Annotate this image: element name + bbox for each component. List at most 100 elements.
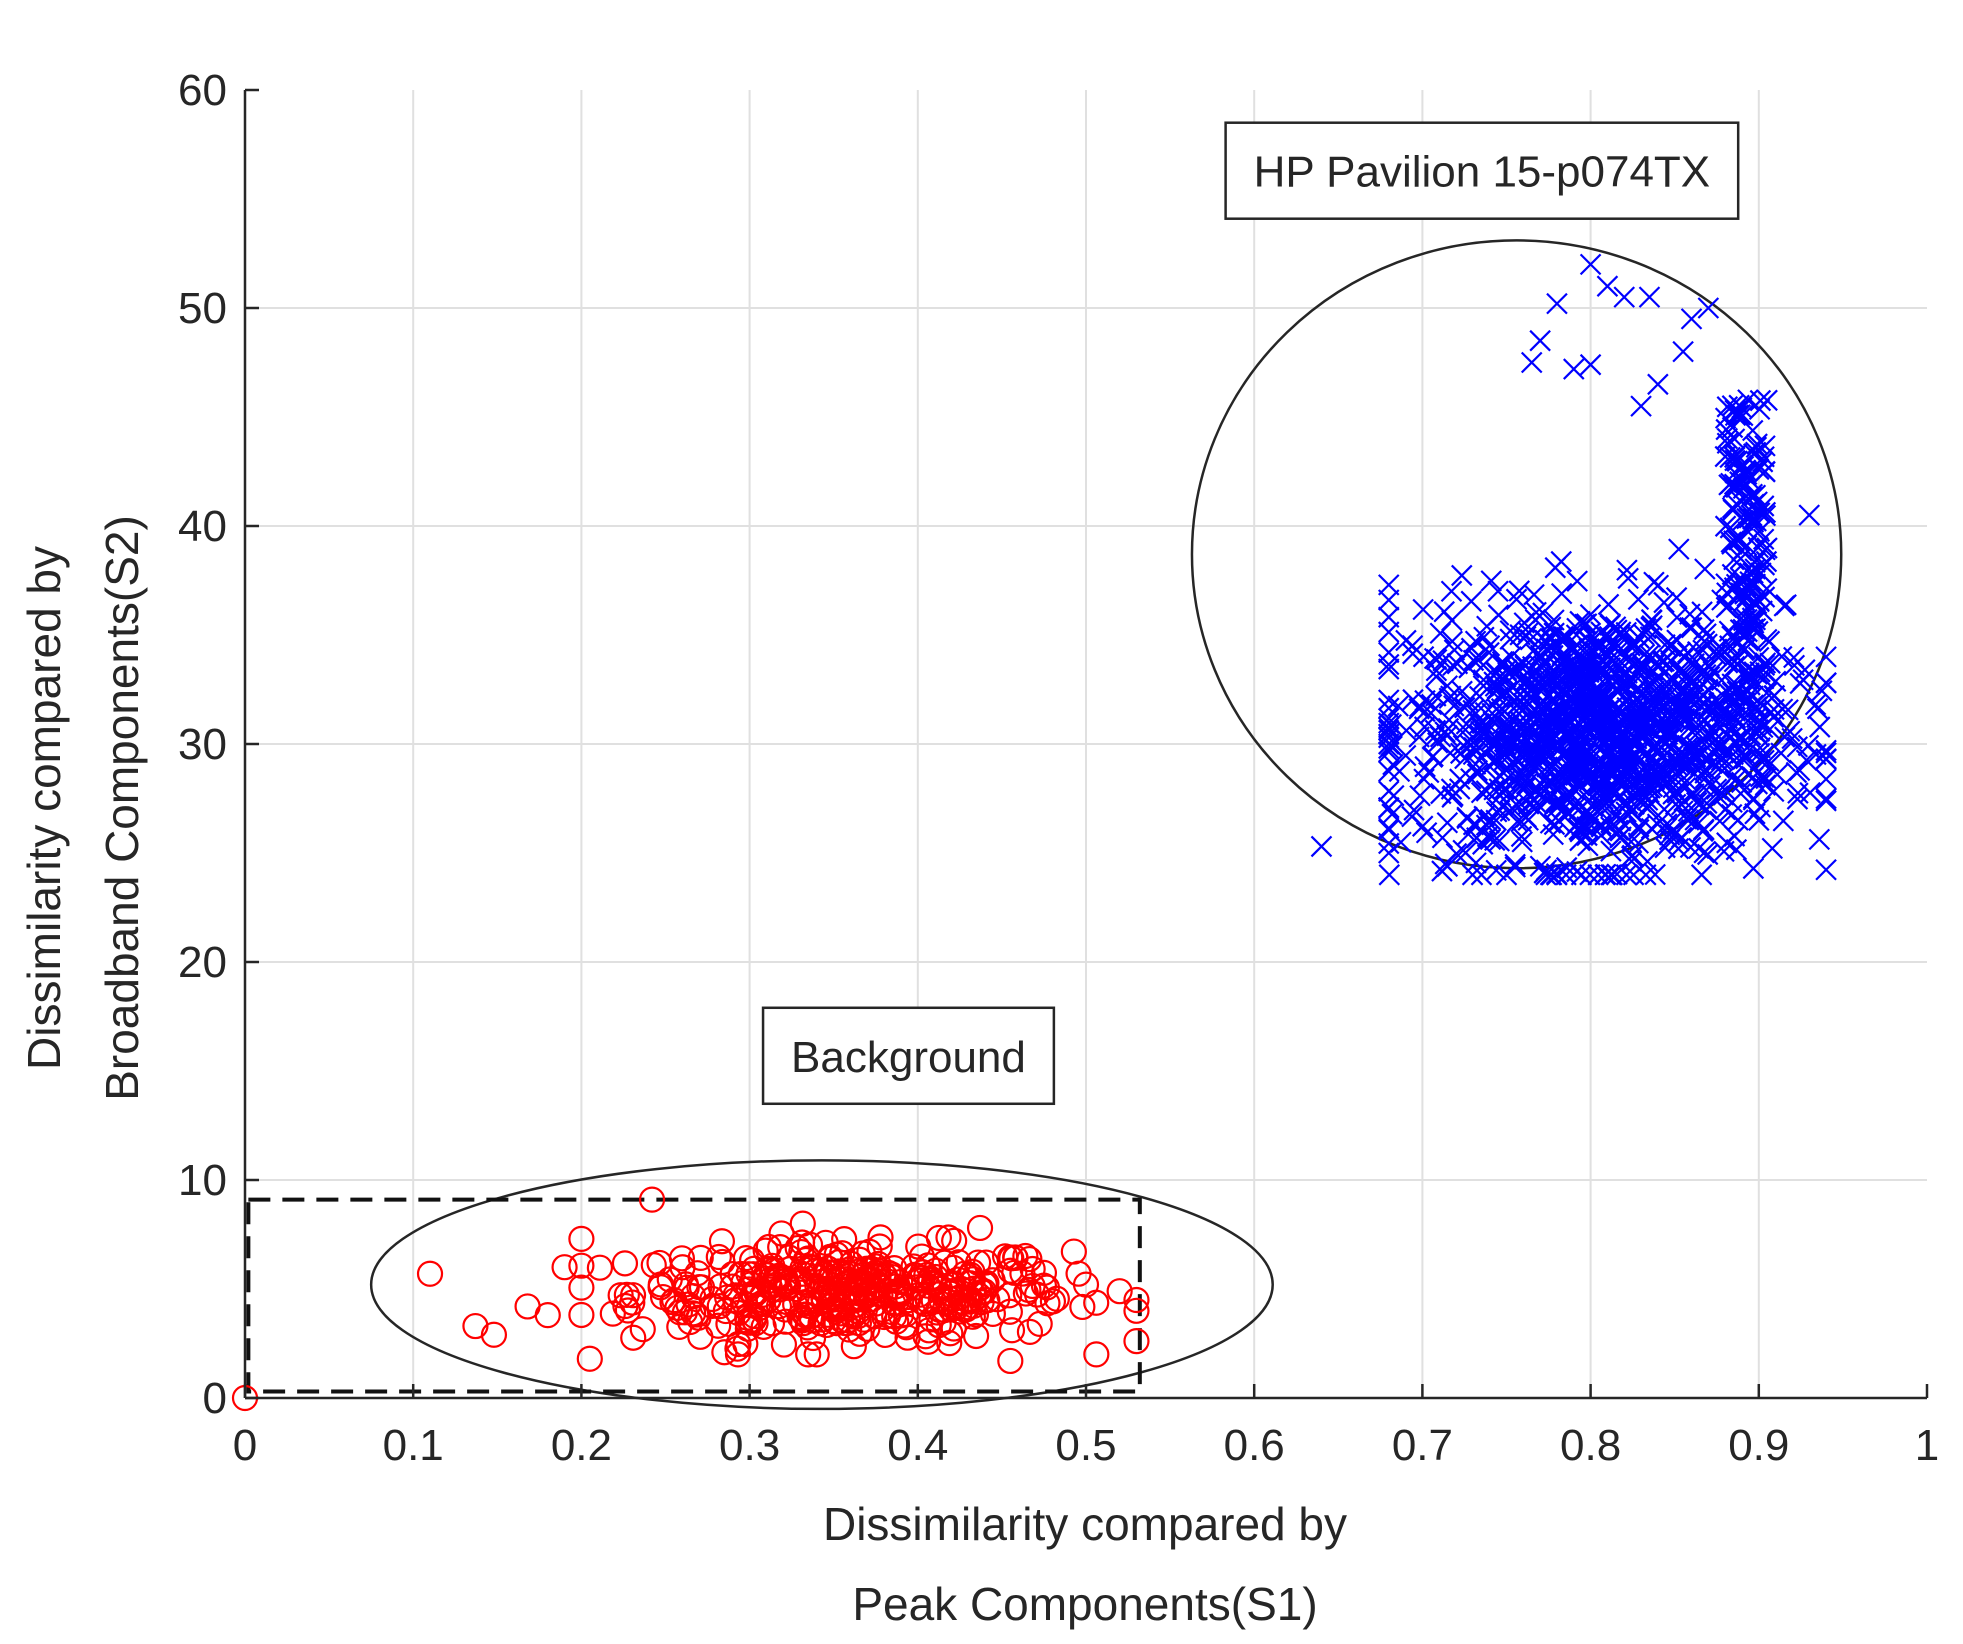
data-point-x [1731,539,1753,562]
data-point-x [1738,663,1761,686]
data-point-x [1666,629,1688,651]
data-point-x [1815,858,1837,881]
data-point-x [1511,831,1533,853]
data-point-x [1377,641,1400,664]
data-point-x [1606,863,1628,885]
data-point-x [1544,556,1567,579]
data-point-circle [576,1345,603,1372]
data-point-x [1585,714,1607,737]
data-point-x [1550,582,1573,605]
data-point-x [1460,590,1483,613]
data-point-x [1604,733,1627,755]
threshold-rectangle [246,1197,1142,1394]
data-point-circle [887,1268,914,1296]
data-point-x [1742,618,1764,641]
data-point-circle [708,1228,736,1255]
data-point-x [1644,863,1666,886]
data-point-x [1638,644,1661,666]
data-point-x [1746,663,1768,685]
data-point-x [1815,748,1837,771]
data-point-x [1714,798,1736,821]
data-point-x [1441,609,1463,632]
data-point-x [1605,654,1628,677]
data-point-circle [742,1309,769,1337]
data-point-x [1815,739,1837,762]
data-point-circle [966,1214,994,1242]
data-point-x [1512,692,1535,715]
data-point-x [1460,637,1483,660]
data-point-x [1725,573,1748,596]
data-point-x [1557,802,1580,825]
data-point-x [1668,538,1690,560]
data-point-x [1420,702,1442,724]
data-point-x [1597,593,1620,616]
data-point-x [1579,864,1601,886]
data-point-circle [629,1316,656,1343]
data-point-x [1620,845,1643,868]
data-point-x [1483,735,1506,758]
data-point-x [1480,570,1503,592]
data-point-x [1622,672,1644,695]
x-tick-label: 0.8 [1560,1421,1621,1470]
data-point-x [1716,432,1739,455]
data-point-x [1565,657,1588,679]
data-point-x [1586,654,1609,677]
data-point-x [1417,761,1440,784]
data-point-x [1425,665,1447,688]
data-point-circle [751,1265,778,1292]
data-point-x [1576,824,1598,847]
data-point-x [1455,713,1478,735]
annotation-textbox: Background [761,1006,1056,1106]
data-point-x [1377,723,1400,745]
data-point-circle [934,1288,961,1315]
data-point-circle [1069,1293,1096,1321]
data-point-x [1745,592,1768,615]
data-point-circle [795,1292,822,1320]
tick-labels: 0 0.1 0.2 0.3 0.4 0.5 0.6 0.7 0.8 0.9 101020304050… [178,66,1939,1470]
data-point-x [1377,780,1400,802]
data-point-x [1679,603,1701,625]
data-point-x [1478,641,1500,664]
data-point-x [1742,857,1765,880]
data-point-x [1629,657,1651,679]
data-point-x [1666,606,1688,629]
data-point-x [1395,629,1417,652]
data-point-x [1529,329,1551,352]
data-point-x [1712,747,1734,769]
data-point-circle [586,1254,614,1281]
data-point-x [1426,732,1449,754]
data-point-x [1674,684,1696,707]
data-point-x [1415,821,1438,844]
data-point-x [1754,460,1776,483]
y-tick-label: 10 [178,1156,227,1205]
data-point-x [1487,580,1509,603]
data-point-x [1745,436,1768,459]
data-point-circle [854,1315,881,1342]
data-point-x [1708,780,1731,802]
data-point-x [1724,644,1747,667]
data-point-circle [998,1317,1026,1344]
data-point-x [1548,683,1571,706]
data-point-x [1747,646,1770,669]
data-point-circle [795,1341,822,1368]
data-point-x [1778,720,1801,743]
data-point-x [1727,404,1750,426]
data-point-x [1677,735,1699,758]
data-point-x [1672,680,1695,702]
data-point-x [1483,778,1505,801]
data-point-x [1543,609,1565,631]
data-point-x [1756,682,1778,704]
data-point-circle [734,1315,761,1342]
data-point-x [1787,782,1809,804]
data-point-x [1647,373,1669,396]
data-point-x [1509,655,1532,677]
data-point-x [1439,742,1462,764]
data-point-x [1546,864,1568,886]
data-point-x [1609,667,1632,690]
data-point-circle [866,1233,893,1260]
data-point-x [1680,308,1703,330]
data-point-circle [828,1306,855,1334]
data-point-x [1693,693,1715,716]
data-point-x [1664,793,1687,816]
